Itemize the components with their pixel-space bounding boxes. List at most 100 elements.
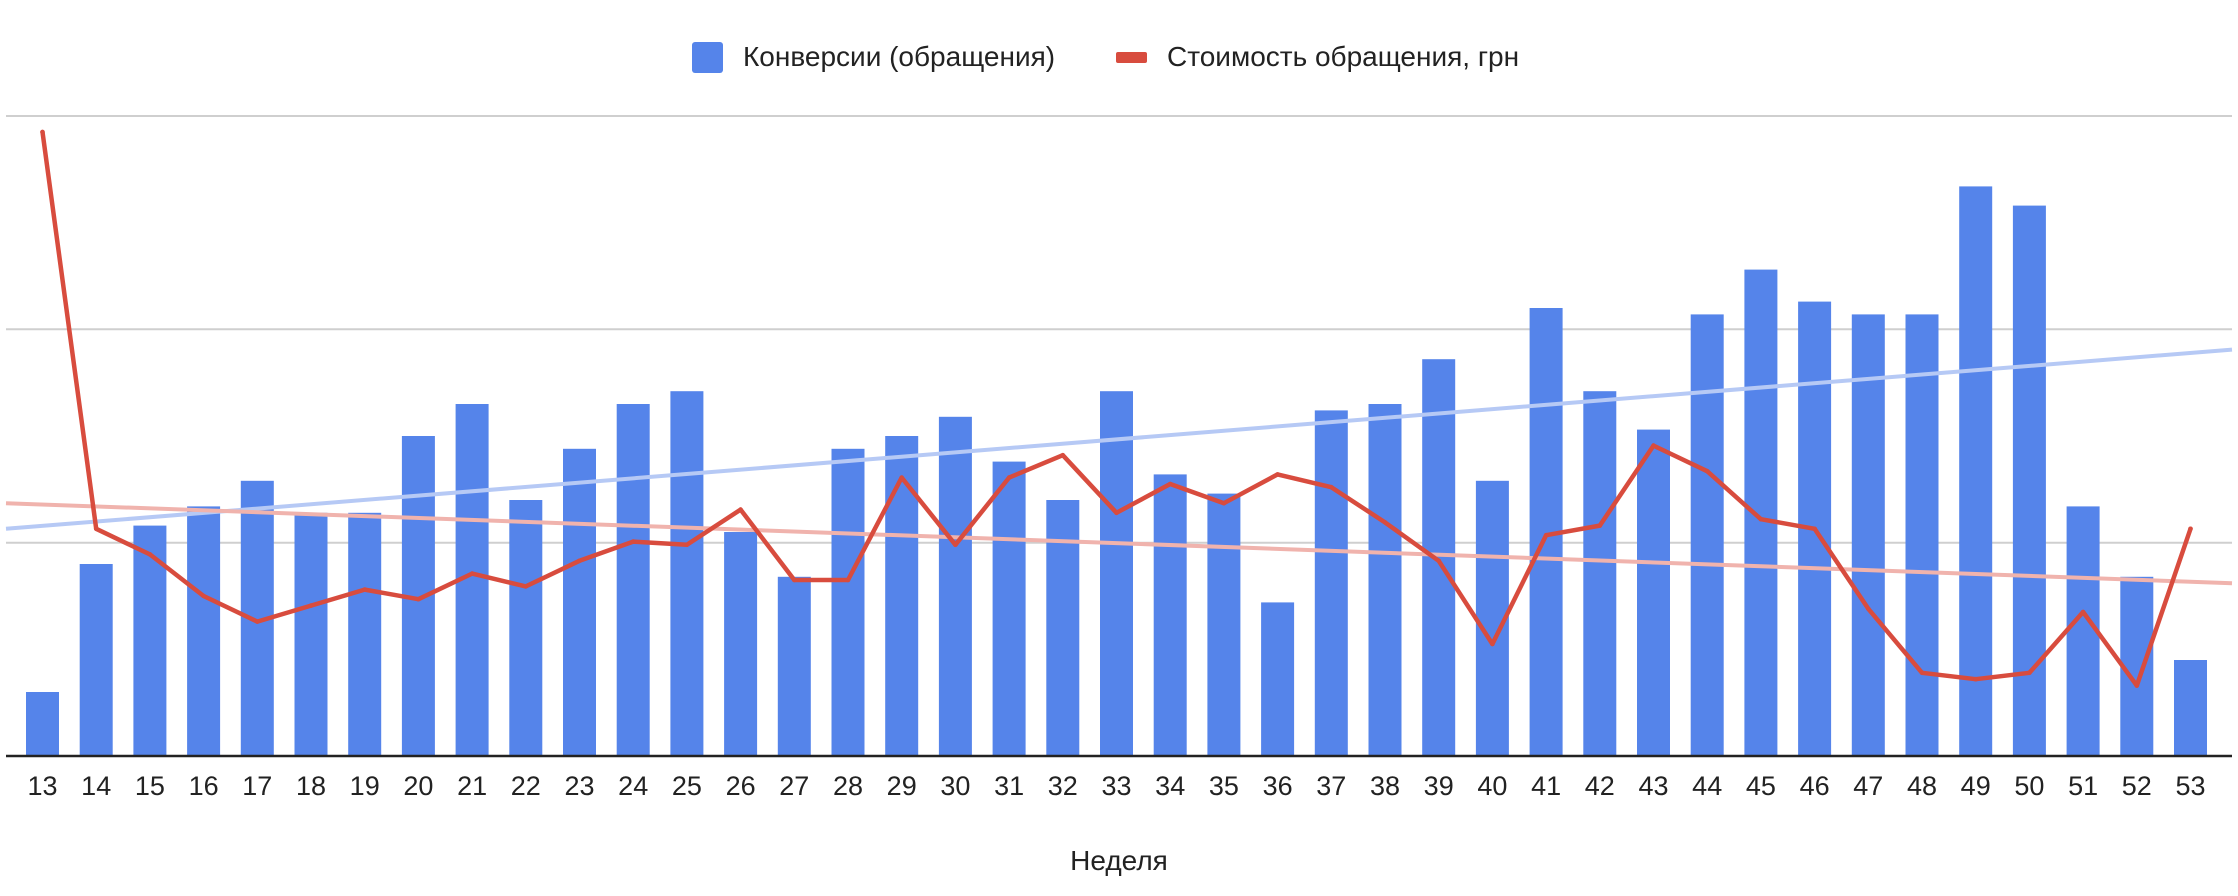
line-point: [630, 539, 636, 544]
trendline: [5, 347, 2233, 531]
x-tick-label: 21: [457, 771, 487, 801]
bar: [1261, 602, 1295, 756]
bar: [2066, 506, 2100, 756]
line-point: [1973, 676, 1978, 682]
x-tick-label: 30: [940, 771, 970, 801]
trendlines: [5, 347, 2233, 586]
bar: [670, 391, 704, 756]
line-point: [1275, 472, 1280, 477]
x-tick-label: 37: [1316, 771, 1346, 801]
line-point: [40, 129, 45, 135]
x-tick-label: 24: [618, 771, 648, 801]
x-tick-label: 53: [2175, 771, 2205, 801]
line-point: [523, 584, 529, 589]
line-point: [1812, 526, 1817, 532]
line-point: [2027, 670, 2032, 676]
line-point: [684, 542, 690, 548]
x-tick-label: 19: [350, 771, 380, 801]
x-tick-label: 23: [564, 771, 594, 801]
bar: [348, 512, 382, 756]
x-tick-label: 22: [511, 771, 541, 801]
legend-swatch-line-series: [1116, 52, 1147, 63]
trendline: [5, 501, 2233, 586]
bar: [1153, 474, 1187, 756]
line-point: [1919, 670, 1925, 676]
line-point: [1382, 520, 1388, 525]
x-tick-label: 26: [726, 771, 756, 801]
x-tick-label: 20: [403, 771, 433, 801]
line-point: [1490, 641, 1495, 647]
line-point: [1704, 468, 1710, 474]
x-tick-label: 28: [833, 771, 863, 801]
x-tick-label: 29: [887, 771, 917, 801]
line-point: [738, 507, 743, 512]
bar: [2174, 660, 2207, 756]
x-axis-tick-labels: 13 14 15 16 17 18 19 20 21 22 23 24 25 26 27 28 29 30 31 32…: [27, 771, 2205, 801]
line-point: [147, 552, 153, 557]
bar: [1959, 186, 1993, 756]
bar: [777, 576, 811, 756]
line-point: [2188, 526, 2193, 532]
x-tick-label: 35: [1209, 771, 1239, 801]
bar: [294, 512, 328, 756]
x-tick-label: 51: [2068, 771, 2098, 801]
x-tick-label: 49: [1961, 771, 1991, 801]
x-tick-label: 25: [672, 771, 702, 801]
x-tick-label: 36: [1263, 771, 1293, 801]
bar: [1744, 269, 1778, 756]
line-point: [1597, 523, 1603, 528]
line-point: [93, 526, 99, 532]
x-tick-label: 47: [1853, 771, 1883, 801]
bar: [1851, 314, 1885, 756]
line-point: [899, 475, 904, 480]
x-tick-label: 50: [2014, 771, 2044, 801]
line-point: [953, 542, 958, 548]
x-tick-label: 16: [189, 771, 219, 801]
line-point: [1114, 510, 1119, 516]
bar: [79, 564, 113, 756]
line-point: [792, 577, 797, 583]
line-point: [1167, 481, 1173, 487]
line-point: [1543, 532, 1549, 538]
line-point: [201, 593, 206, 599]
x-tick-label: 43: [1638, 771, 1668, 801]
legend-swatch-bar-series: [692, 42, 723, 73]
bar: [1314, 410, 1348, 756]
x-tick-label: 46: [1800, 771, 1830, 801]
bar: [724, 532, 758, 756]
bar: [2012, 205, 2046, 757]
line-point: [362, 587, 368, 592]
x-tick-label: 31: [994, 771, 1024, 801]
line-point: [577, 558, 582, 564]
line-point: [1060, 452, 1066, 458]
x-tick-label: 45: [1746, 771, 1776, 801]
line-point: [1866, 606, 1871, 612]
bar: [133, 525, 167, 756]
x-tick-label: 13: [27, 771, 57, 801]
line-point: [845, 577, 851, 583]
bar: [1207, 493, 1241, 756]
line-point: [1006, 475, 1012, 480]
x-tick-label: 39: [1424, 771, 1454, 801]
x-tick-label: 27: [779, 771, 809, 801]
x-tick-label: 34: [1155, 771, 1185, 801]
line-series: [40, 129, 2193, 688]
bar: [831, 448, 865, 756]
bar: [616, 404, 650, 756]
bar: [1637, 429, 1670, 756]
bar: [1905, 314, 1939, 756]
bar: [1690, 314, 1724, 756]
bar: [1100, 391, 1133, 756]
x-tick-label: 15: [135, 771, 165, 801]
legend-label-bar-series: Конверсии (обращения): [743, 41, 1055, 72]
line-point: [1436, 558, 1441, 564]
line-point: [1221, 500, 1227, 506]
line-point: [2080, 609, 2086, 615]
line-point: [254, 619, 260, 624]
x-tick-label: 33: [1101, 771, 1131, 801]
x-tick-label: 40: [1477, 771, 1507, 801]
bar: [1583, 391, 1617, 756]
x-tick-label: 32: [1048, 771, 1078, 801]
